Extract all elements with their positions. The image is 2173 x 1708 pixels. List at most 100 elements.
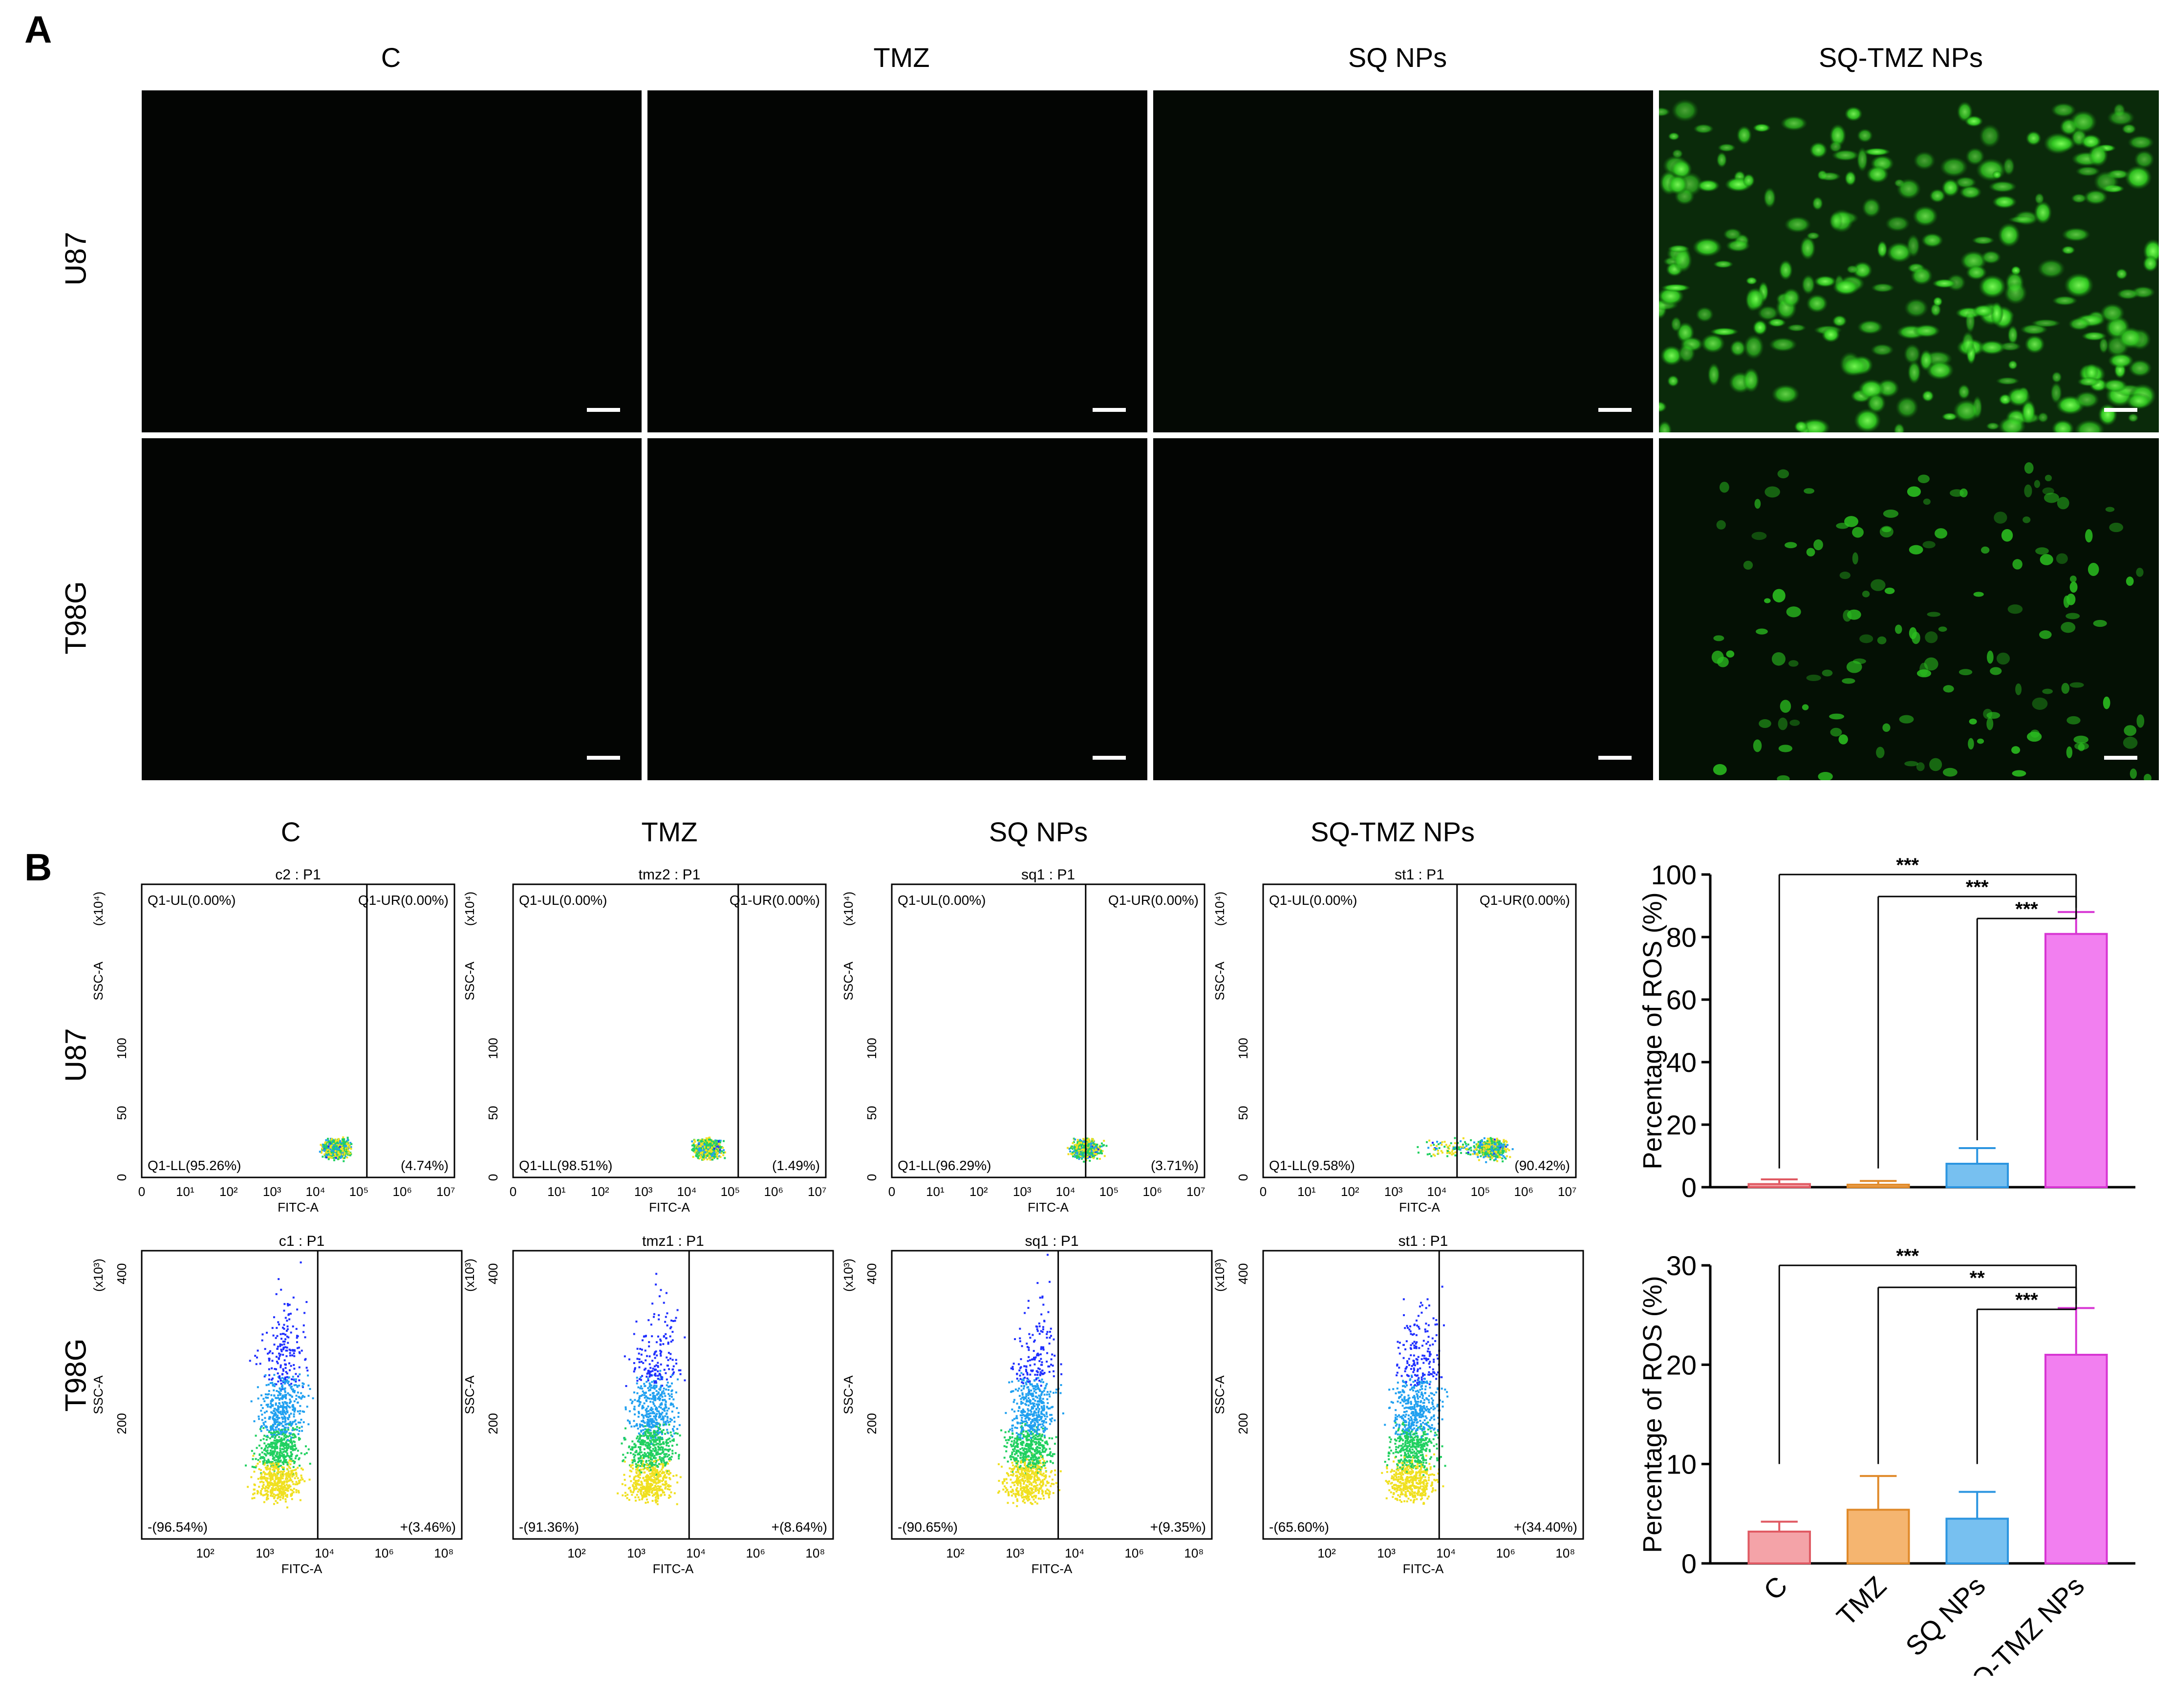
event-dot [1478,1150,1480,1153]
event-dot [700,1147,702,1150]
event-dot [292,1388,294,1390]
event-dot [279,1343,281,1345]
cell [2087,144,2108,167]
event-dot [1446,1150,1449,1152]
event-dot [1078,1153,1081,1155]
event-dot [698,1154,700,1157]
event-dot [277,1321,280,1324]
event-dot [260,1494,262,1496]
event-dot [1503,1148,1506,1151]
event-dot [710,1142,713,1144]
event-dot [247,1486,249,1488]
cell [1829,140,1843,153]
event-dot [307,1384,310,1387]
x-tick: 10¹ [1297,1184,1316,1199]
event-dot [281,1448,283,1451]
x-tick: 10² [969,1184,988,1199]
quadrant-lr: (90.42%) [1514,1158,1570,1173]
cell [1717,143,1736,152]
event-dot [335,1140,337,1142]
event-dot [268,1368,270,1370]
event-dot [266,1496,268,1499]
cell [1661,283,1691,292]
event-dot [279,1375,281,1377]
event-dot [288,1434,291,1437]
event-dot [1489,1153,1492,1155]
event-dot [1072,1148,1074,1150]
event-dot [1479,1147,1481,1149]
event-dot [298,1396,300,1398]
cell [1852,552,1858,565]
cell [2128,413,2139,423]
event-dot [287,1342,289,1344]
cell [1971,236,1995,245]
event-dot [1072,1146,1075,1149]
event-dot [277,1380,280,1383]
event-dot [1092,1142,1094,1144]
event-dot [262,1494,264,1496]
event-dot [1417,1146,1419,1148]
x-tick: 0 [138,1184,145,1199]
event-dot [284,1406,286,1408]
cell [2046,135,2076,152]
event-dot [290,1438,292,1441]
event-dot [273,1452,275,1455]
event-dot [1076,1154,1078,1157]
event-dot [277,1455,280,1458]
cell [2103,696,2110,709]
event-dot [706,1158,709,1161]
event-dot [1087,1150,1089,1153]
event-dot [288,1466,290,1468]
event-dot [1470,1139,1472,1141]
event-dot [1488,1143,1490,1146]
event-dot [286,1417,289,1419]
event-dot [1484,1153,1486,1155]
event-dot [1101,1150,1104,1152]
cell [1753,739,1762,752]
event-dot [275,1440,278,1442]
event-dot [698,1157,701,1160]
cell [1969,718,1977,725]
event-dot [708,1157,710,1159]
event-dot [1093,1148,1095,1150]
event-dot [1070,1153,1073,1155]
event-dot [275,1397,277,1399]
event-dot [273,1459,276,1461]
cell [2025,130,2042,146]
event-dot [280,1473,282,1475]
cell [1778,745,1793,752]
cell [1789,719,1800,726]
event-dot [344,1155,347,1158]
event-dot [280,1471,282,1473]
cell [1743,367,1760,393]
event-dot [1451,1151,1453,1153]
cell [1743,560,1753,570]
event-dot [276,1327,278,1329]
event-dot [345,1145,347,1147]
event-dot [284,1317,287,1319]
event-dot [348,1147,351,1149]
event-dot [273,1442,276,1444]
event-dot [1089,1150,1091,1153]
event-dot [1079,1149,1082,1151]
y-tick: 0 [114,1174,129,1181]
event-dot [1081,1157,1083,1160]
cell [1745,277,1758,285]
cell [1857,320,1884,335]
event-dot [274,1414,277,1416]
event-dot [1459,1149,1462,1151]
event-dot [1091,1144,1094,1146]
cell [1953,399,1981,423]
event-dot [278,1278,280,1281]
event-dot [1093,1145,1096,1147]
cell [1893,423,1905,432]
event-dot [327,1144,330,1147]
event-dot [1496,1154,1498,1157]
event-dot [1452,1153,1454,1155]
event-dot [295,1423,297,1426]
event-dot [1446,1152,1448,1154]
event-dot [1464,1141,1466,1143]
event-dot [706,1154,709,1157]
cell [1852,261,1873,279]
panel-b-letter: B [24,846,52,889]
